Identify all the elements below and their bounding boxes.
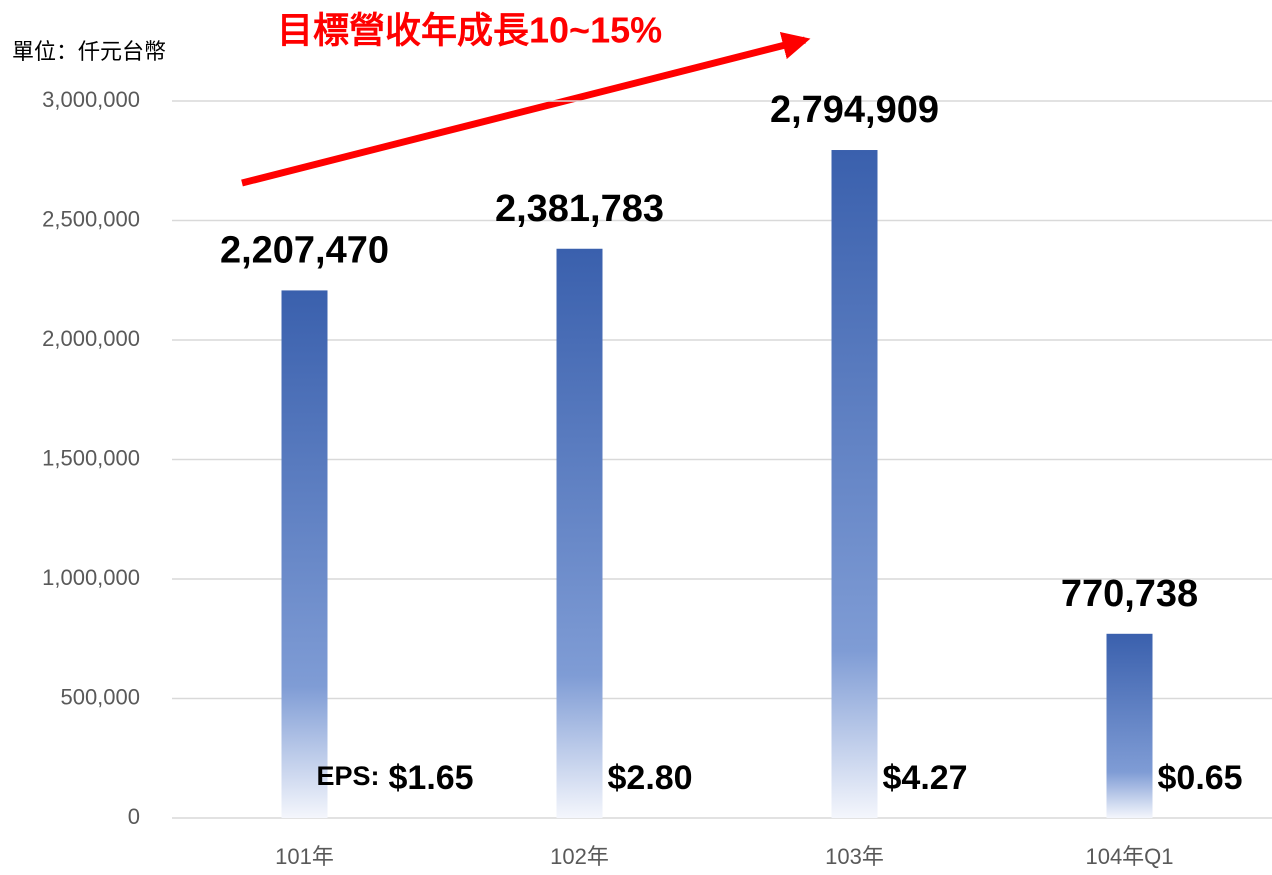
- value-label: 2,794,909: [770, 89, 939, 131]
- x-tick-label: 102年: [550, 844, 609, 869]
- y-tick-label: 0: [128, 804, 140, 829]
- annotation: 目標營收年成長10~15%: [277, 10, 662, 51]
- bar: [1106, 633, 1153, 818]
- value-label: 2,381,783: [495, 188, 664, 230]
- y-tick-label: 2,500,000: [42, 206, 140, 231]
- y-tick-label: 1,000,000: [42, 565, 140, 590]
- eps-prefix: EPS:: [317, 761, 380, 791]
- y-tick-label: 1,500,000: [42, 445, 140, 470]
- y-tick-label: 500,000: [60, 684, 140, 709]
- bar: [281, 290, 328, 818]
- x-tick-label: 103年: [825, 844, 884, 869]
- bar: [556, 248, 603, 819]
- y-tick-label: 2,000,000: [42, 326, 140, 351]
- y-tick-label: 3,000,000: [42, 87, 140, 112]
- eps-label: $1.65: [389, 759, 474, 797]
- x-tick-label: 101年: [275, 844, 334, 869]
- bar: [831, 150, 878, 819]
- trend-arrow: [241, 31, 811, 187]
- value-label: 770,738: [1061, 573, 1198, 615]
- eps-label: $0.65: [1158, 759, 1243, 797]
- x-tick-label: 104年Q1: [1085, 844, 1173, 869]
- eps-label: $4.27: [883, 759, 968, 797]
- value-label: 2,207,470: [220, 229, 389, 271]
- eps-label: $2.80: [608, 759, 693, 797]
- unit-label: 單位：仟元台幣: [12, 39, 166, 64]
